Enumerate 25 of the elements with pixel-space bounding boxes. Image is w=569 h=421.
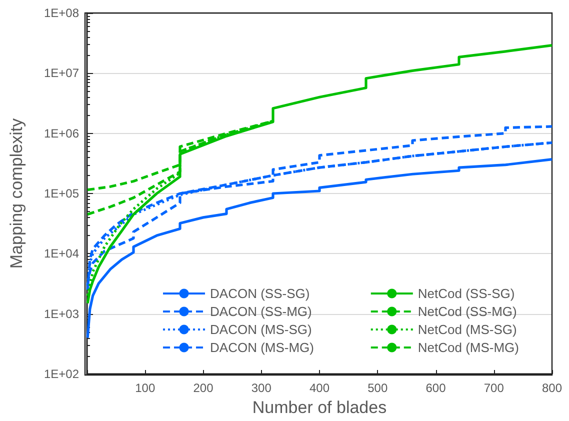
y-axis-title: Mapping complexity (7, 118, 26, 269)
legend-label: NetCod (SS-MG) (418, 304, 517, 319)
x-tick-label: 100 (135, 381, 156, 395)
x-tick-label: 300 (251, 381, 272, 395)
y-tick-label: 1E+06 (44, 126, 80, 140)
x-tick-label: 400 (309, 381, 330, 395)
x-tick-label: 200 (193, 381, 214, 395)
legend-label: DACON (MS-SG) (210, 322, 312, 337)
legend-label: DACON (MS-MG) (210, 340, 314, 355)
y-tick-label: 1E+05 (44, 186, 80, 200)
y-tick-label: 1E+07 (44, 66, 80, 80)
y-tick-label: 1E+04 (44, 246, 80, 261)
legend-label: DACON (SS-MG) (210, 304, 312, 319)
y-tick-label: 1E+02 (44, 367, 80, 381)
legend-label: DACON (SS-SG) (210, 286, 310, 301)
x-tick-label: 500 (368, 381, 388, 395)
legend-label: NetCod (MS-SG) (418, 322, 517, 337)
y-tick-label: 1E+08 (44, 6, 80, 20)
x-tick-label: 700 (484, 381, 504, 395)
legend-label: NetCod (MS-MG) (418, 340, 520, 355)
x-tick-label: 600 (426, 381, 446, 395)
legend-label: NetCod (SS-SG) (418, 286, 515, 301)
x-axis-title: Number of blades (252, 398, 387, 417)
x-tick-label: 800 (542, 381, 562, 395)
y-tick-label: 1E+03 (44, 306, 80, 321)
